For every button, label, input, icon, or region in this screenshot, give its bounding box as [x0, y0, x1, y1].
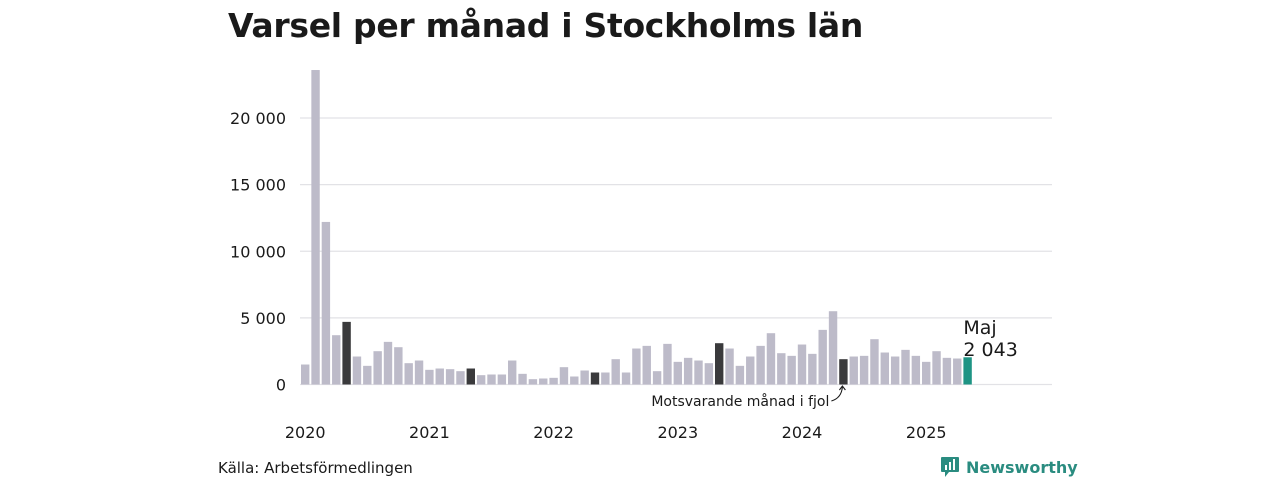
- x-tick-label: 2021: [409, 423, 450, 442]
- bar: [497, 374, 507, 385]
- bar: [476, 375, 486, 385]
- y-tick-label: 0: [276, 376, 286, 395]
- bar: [901, 349, 910, 385]
- bar: [932, 351, 941, 385]
- x-tick-label: 2022: [533, 423, 574, 442]
- y-tick-label: 20 000: [230, 109, 286, 128]
- previous-year-label: Motsvarande månad i fjol: [651, 393, 829, 410]
- newsworthy-logo-icon: [941, 457, 959, 477]
- bar: [466, 368, 475, 385]
- x-axis-ticks: 2020 2021 2022 2023 2024 2025: [285, 423, 947, 442]
- chart-title: Varsel per månad i Stockholms län: [228, 6, 864, 45]
- x-tick-label: 2025: [906, 423, 947, 442]
- bar: [611, 359, 620, 385]
- bar: [942, 357, 952, 385]
- latest-month-label: Maj: [963, 317, 996, 339]
- y-tick-label: 5 000: [240, 309, 286, 328]
- bar: [601, 372, 610, 385]
- latest-value-label: 2 043: [963, 339, 1017, 361]
- bar: [518, 373, 527, 385]
- x-tick-label: 2023: [657, 423, 698, 442]
- bar: [849, 356, 858, 385]
- bar: [373, 351, 382, 385]
- bar: [828, 311, 838, 385]
- bar: [766, 333, 776, 385]
- bar: [311, 70, 320, 385]
- bar: [404, 363, 413, 385]
- bar: [818, 329, 827, 385]
- grid-lines: [300, 117, 1052, 386]
- x-tick-label: 2020: [285, 423, 326, 442]
- y-axis-ticks: 0 5 000 10 000 15 000 20 000: [230, 109, 286, 395]
- bar: [445, 369, 455, 385]
- bars: [301, 70, 972, 385]
- bar: [922, 361, 931, 385]
- bar: [704, 363, 714, 385]
- bar: [746, 356, 755, 385]
- bar: [352, 356, 362, 385]
- bar: [363, 365, 372, 385]
- bar: [383, 341, 393, 385]
- bar: [870, 339, 879, 385]
- bar: [663, 343, 672, 385]
- bar: [890, 356, 900, 385]
- bar: [332, 335, 341, 385]
- x-tick-label: 2024: [782, 423, 823, 442]
- bar: [559, 367, 569, 385]
- bar: [301, 364, 310, 385]
- bar: [673, 361, 682, 385]
- bar: [756, 345, 765, 385]
- bar: [487, 374, 496, 385]
- bar: [425, 369, 434, 385]
- bar: [321, 221, 331, 385]
- bar: [570, 376, 579, 385]
- bar: [963, 357, 972, 385]
- bar: [508, 360, 517, 385]
- bar: [590, 372, 600, 385]
- brand-name: Newsworthy: [966, 457, 1078, 477]
- bar: [683, 357, 693, 385]
- bar: [621, 372, 631, 385]
- bar: [880, 352, 889, 385]
- bar: [435, 368, 444, 385]
- bar: [735, 365, 745, 385]
- bar: [580, 370, 589, 385]
- y-tick-label: 10 000: [230, 242, 286, 261]
- bar: [632, 348, 641, 385]
- bar: [953, 358, 962, 385]
- bar: [642, 345, 651, 385]
- bar: [808, 353, 817, 385]
- bar: [342, 321, 351, 385]
- bar: [715, 343, 724, 385]
- bar: [539, 378, 548, 385]
- bar: [859, 355, 869, 385]
- bar: [694, 360, 703, 385]
- source-note: Källa: Arbetsförmedlingen: [218, 459, 413, 477]
- bar: [777, 353, 786, 385]
- bar: [456, 371, 465, 385]
- bar: [652, 371, 662, 385]
- bar: [528, 379, 538, 385]
- bar: [839, 359, 848, 385]
- bar: [797, 344, 807, 385]
- bar: [787, 355, 796, 385]
- previous-year-arrow: [831, 385, 846, 402]
- bar: [549, 377, 558, 385]
- bar: [414, 360, 424, 385]
- annotations: Maj 2 043 Motsvarande månad i fjol: [651, 317, 1017, 410]
- bar: [725, 348, 734, 385]
- bar: [911, 355, 921, 385]
- bar: [394, 347, 403, 385]
- y-tick-label: 15 000: [230, 176, 286, 195]
- brand-logo: Newsworthy: [940, 456, 1078, 478]
